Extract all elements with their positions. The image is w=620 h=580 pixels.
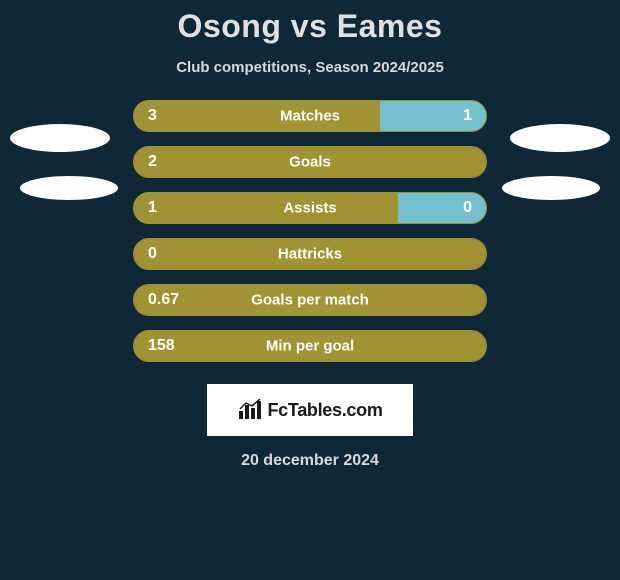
metric-label: Min per goal: [266, 338, 354, 355]
metric-bar: 1 0 Assists: [133, 192, 487, 224]
value-right: 0: [463, 199, 486, 217]
bars-icon: [237, 399, 263, 421]
value-right: 1: [463, 107, 486, 125]
metric-row: 2 Goals: [0, 146, 620, 178]
value-left: 158: [134, 337, 175, 355]
metric-label: Goals per match: [251, 292, 369, 309]
date-label: 20 december 2024: [241, 452, 379, 470]
value-left: 2: [134, 153, 157, 171]
bar-right-segment: 0: [398, 193, 486, 223]
bar-left-segment: 3: [134, 101, 380, 131]
metric-bar: 3 1 Matches: [133, 100, 487, 132]
metric-row: 1 0 Assists: [0, 192, 620, 224]
metric-bar: 0.67 Goals per match: [133, 284, 487, 316]
subtitle: Club competitions, Season 2024/2025: [176, 59, 444, 76]
metric-label: Matches: [280, 108, 340, 125]
page-title: Osong vs Eames: [178, 8, 443, 45]
value-left: 1: [134, 199, 157, 217]
metric-label: Goals: [289, 154, 331, 171]
value-left: 0: [134, 245, 157, 263]
metric-row: 0 Hattricks: [0, 238, 620, 270]
metric-bar: 0 Hattricks: [133, 238, 487, 270]
bar-right-segment: 1: [380, 101, 486, 131]
bar-left-segment: 1: [134, 193, 398, 223]
comparison-card: Osong vs Eames Club competitions, Season…: [0, 0, 620, 580]
metric-label: Hattricks: [278, 246, 342, 263]
value-left: 0.67: [134, 291, 179, 309]
fctables-logo: FcTables.com: [207, 384, 413, 436]
metric-bar: 158 Min per goal: [133, 330, 487, 362]
metric-label: Assists: [283, 200, 336, 217]
metric-row: 158 Min per goal: [0, 330, 620, 362]
metric-row: 3 1 Matches: [0, 100, 620, 132]
logo-text: FcTables.com: [267, 400, 382, 421]
metric-row: 0.67 Goals per match: [0, 284, 620, 316]
value-left: 3: [134, 107, 157, 125]
metric-bar: 2 Goals: [133, 146, 487, 178]
